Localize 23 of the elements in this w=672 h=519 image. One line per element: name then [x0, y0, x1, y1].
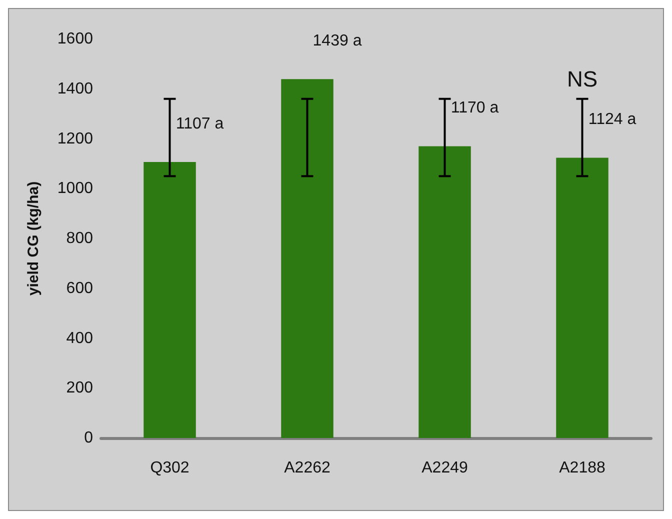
bar — [556, 158, 608, 438]
y-axis-title: yield CG (kg/ha) — [25, 181, 42, 296]
y-tick-label: 1600 — [57, 30, 94, 48]
bar — [418, 146, 471, 438]
bar — [144, 162, 196, 438]
annotation: NS — [566, 66, 598, 92]
data-label: 1170 a — [450, 100, 499, 117]
x-tick-label: A2188 — [559, 460, 606, 476]
data-label: 1124 a — [588, 111, 636, 128]
y-tick-label: 1400 — [57, 80, 94, 98]
x-tick-label: A2262 — [284, 460, 330, 476]
y-tick-label: 200 — [66, 380, 94, 397]
y-tick-label: 600 — [66, 280, 94, 297]
data-label: 1439 a — [312, 32, 362, 50]
y-tick-label: 1200 — [57, 130, 94, 148]
y-tick-label: 400 — [66, 330, 94, 347]
x-tick-label: A2249 — [422, 460, 468, 476]
y-tick-label: 1000 — [57, 180, 94, 198]
y-tick-label: 800 — [66, 230, 94, 247]
y-tick-label: 0 — [84, 430, 94, 446]
x-tick-label: Q302 — [150, 460, 190, 476]
bar — [281, 79, 334, 438]
data-label: 1107 a — [176, 115, 224, 132]
